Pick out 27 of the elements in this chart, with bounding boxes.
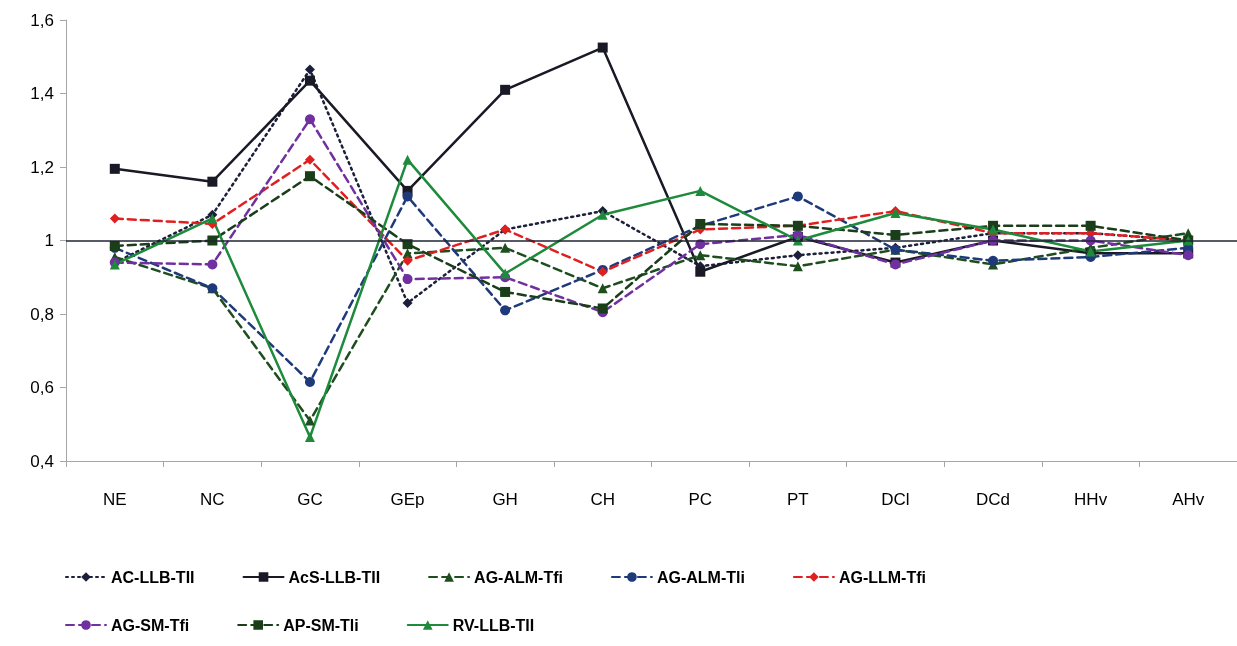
legend-label: RV-LLB-TII	[452, 616, 535, 634]
y-tick-label: 0,8	[30, 304, 54, 324]
y-tick-label: 1,6	[30, 10, 54, 30]
x-tick-label: AHv	[1172, 490, 1205, 509]
x-tick-label: GC	[297, 490, 323, 509]
y-tick-label: 1,2	[30, 157, 54, 177]
y-tick-label: 0,6	[30, 378, 54, 397]
x-tick-label: HHv	[1074, 490, 1108, 509]
y-tick-label: 0,4	[30, 451, 54, 471]
x-tick-label: GH	[492, 490, 518, 509]
x-tick-label: PT	[787, 490, 809, 509]
legend-label: AG-ALM-Tli	[656, 568, 745, 586]
legend-label: AG-ALM-Tfi	[474, 568, 563, 586]
legend-label: AG-LLM-Tfi	[838, 568, 926, 586]
legend-label: AP-SM-Tli	[283, 616, 359, 634]
x-tick-label: DCl	[881, 490, 910, 509]
x-tick-label: GEp	[390, 490, 425, 509]
x-tick-label: CH	[590, 490, 615, 509]
x-tick-label: PC	[688, 490, 713, 509]
y-tick-label: 1,4	[30, 84, 54, 103]
y-tick-label: 1	[44, 231, 54, 250]
legend-label: AcS-LLB-TII	[288, 568, 381, 586]
x-tick-label: NC	[200, 490, 225, 509]
x-tick-label: DCd	[976, 490, 1011, 509]
legend-label: AG-SM-Tfi	[111, 616, 190, 634]
x-tick-label: NE	[102, 490, 127, 509]
legend-label: AC-LLB-TII	[111, 568, 195, 586]
